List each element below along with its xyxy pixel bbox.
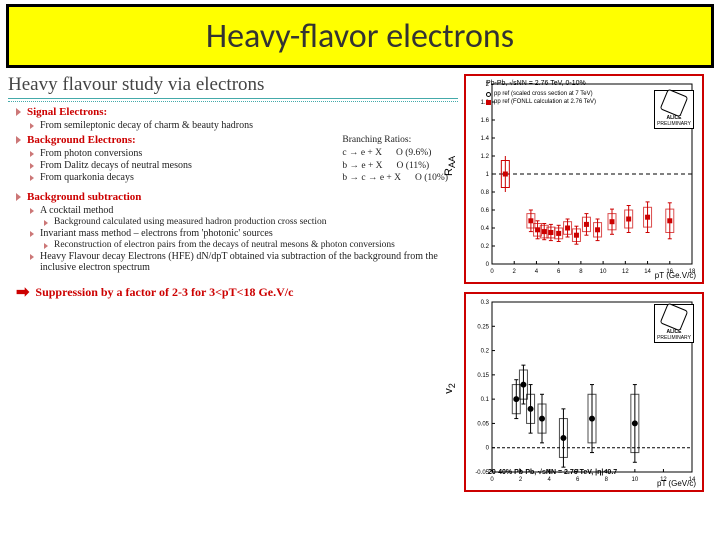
section-heading: Heavy flavour study via electrons [8,74,458,99]
raa-plot-container: RAA Pb-Pb, √sNN = 2.76 TeV, 0-10% pp ref… [464,74,704,284]
svg-text:0.15: 0.15 [477,373,489,379]
svg-text:0.3: 0.3 [481,300,490,306]
text: Background calculated using measured had… [54,217,327,227]
svg-text:1.2: 1.2 [481,154,490,160]
svg-text:0.8: 0.8 [481,190,490,196]
svg-text:4: 4 [547,477,551,483]
svg-text:0: 0 [490,269,494,275]
left-column: Heavy flavour study via electrons Signal… [8,74,458,492]
bullet-icon [30,231,34,237]
svg-text:12: 12 [622,269,629,275]
alice-octagon-icon [660,89,689,118]
label: Background Electrons: [27,134,136,146]
v2-outer-ylabel: v2 [443,383,457,394]
svg-text:10: 10 [632,477,639,483]
svg-text:1.4: 1.4 [481,136,490,142]
br-title: Branching Ratios: [342,134,448,147]
text: From Dalitz decays of neutral mesons [40,160,192,171]
marker-square-icon [486,100,491,105]
label: Signal Electrons: [27,106,107,118]
svg-text:10: 10 [600,269,607,275]
marker-circle-icon [486,92,491,97]
bkg-item: From quarkonia decays [30,172,342,183]
bullet-icon [30,208,34,214]
bullet-icon [16,193,21,201]
svg-text:6: 6 [576,477,580,483]
bullet-icon [44,220,48,226]
v2-xlabel: pT (GeV/c) [657,479,696,488]
svg-text:0.05: 0.05 [477,421,489,427]
bkg-electrons-heading: Background Electrons: [16,134,342,146]
text: From quarkonia decays [40,172,134,183]
label: Background subtraction [27,191,141,203]
bkg-subtraction-heading: Background subtraction [16,191,458,203]
svg-text:1.6: 1.6 [481,118,490,124]
text: Invariant mass method – electrons from '… [40,228,273,239]
title-bar: Heavy-flavor electrons [6,4,714,68]
page-title: Heavy-flavor electrons [206,16,514,57]
raa-outer-ylabel: RAA [443,156,457,176]
text: A cocktail method [40,205,113,216]
svg-text:0.2: 0.2 [481,349,490,355]
svg-text:2: 2 [513,269,517,275]
signal-electrons-heading: Signal Electrons: [16,106,458,118]
signal-detail: From semileptonic decay of charm & beaut… [30,120,458,131]
raa-title: Pb-Pb, √sNN = 2.76 TeV, 0-10% [486,80,586,87]
sub-method-detail: Reconstruction of electron pairs from th… [44,240,458,250]
svg-text:0.4: 0.4 [481,226,490,232]
conclusion-row: ➡ Suppression by a factor of 2-3 for 3<p… [16,285,458,301]
svg-text:0.25: 0.25 [477,324,489,330]
v2-footer: 20-40% Pb-Pb, √sNN = 2.76 TeV, |η|<0.7 [488,469,617,476]
svg-text:8: 8 [579,269,583,275]
right-column: RAA Pb-Pb, √sNN = 2.76 TeV, 0-10% pp ref… [464,74,704,492]
svg-text:8: 8 [605,477,609,483]
svg-text:0.6: 0.6 [481,208,490,214]
v2-plot-container: v2 ALICE PRELIMINARY 02468101214-0.0500.… [464,292,704,492]
raa-xlabel: pT (Ge.V/c) [655,271,696,280]
svg-text:0.1: 0.1 [481,397,490,403]
sub-method: A cocktail method [30,205,458,216]
alice-octagon-icon [660,303,689,332]
svg-text:6: 6 [557,269,561,275]
svg-text:0: 0 [486,446,490,452]
branching-ratios: Branching Ratios: c → e + XO (9.6%) b → … [342,132,458,185]
bullet-icon [44,243,48,249]
svg-text:0: 0 [486,262,490,268]
arrow-icon: ➡ [16,285,29,301]
svg-text:0.2: 0.2 [481,244,490,250]
alice-logo: ALICE PRELIMINARY [654,304,694,343]
raa-legend: pp ref (scaled cross section at 7 TeV) p… [486,90,596,106]
sub-method: Heavy Flavour decay Electrons (HFE) dN/d… [30,251,458,273]
bkg-item: From photon conversions [30,148,342,159]
raa-plot: Pb-Pb, √sNN = 2.76 TeV, 0-10% pp ref (sc… [464,74,704,284]
text: From semileptonic decay of charm & beaut… [40,120,253,131]
text: Reconstruction of electron pairs from th… [54,240,395,250]
sub-method-detail: Background calculated using measured had… [44,217,458,227]
conclusion-text: Suppression by a factor of 2-3 for 3<pT<… [35,285,293,300]
svg-text:14: 14 [644,269,651,275]
bullet-icon [30,254,34,260]
sub-method: Invariant mass method – electrons from '… [30,228,458,239]
main-content: Heavy flavour study via electrons Signal… [0,68,720,492]
text: From photon conversions [40,148,142,159]
bullet-icon [16,108,21,116]
divider [8,101,458,102]
v2-plot: ALICE PRELIMINARY 02468101214-0.0500.050… [464,292,704,492]
bullet-icon [16,136,21,144]
bullet-icon [30,163,34,169]
bullet-icon [30,123,34,129]
svg-text:0: 0 [490,477,494,483]
svg-text:4: 4 [535,269,539,275]
bullet-icon [30,175,34,181]
bkg-item: From Dalitz decays of neutral mesons [30,160,342,171]
text: Heavy Flavour decay Electrons (HFE) dN/d… [40,251,458,273]
alice-logo: ALICE PRELIMINARY [654,90,694,129]
svg-text:2: 2 [519,477,523,483]
bullet-icon [30,151,34,157]
svg-text:1: 1 [486,172,490,178]
